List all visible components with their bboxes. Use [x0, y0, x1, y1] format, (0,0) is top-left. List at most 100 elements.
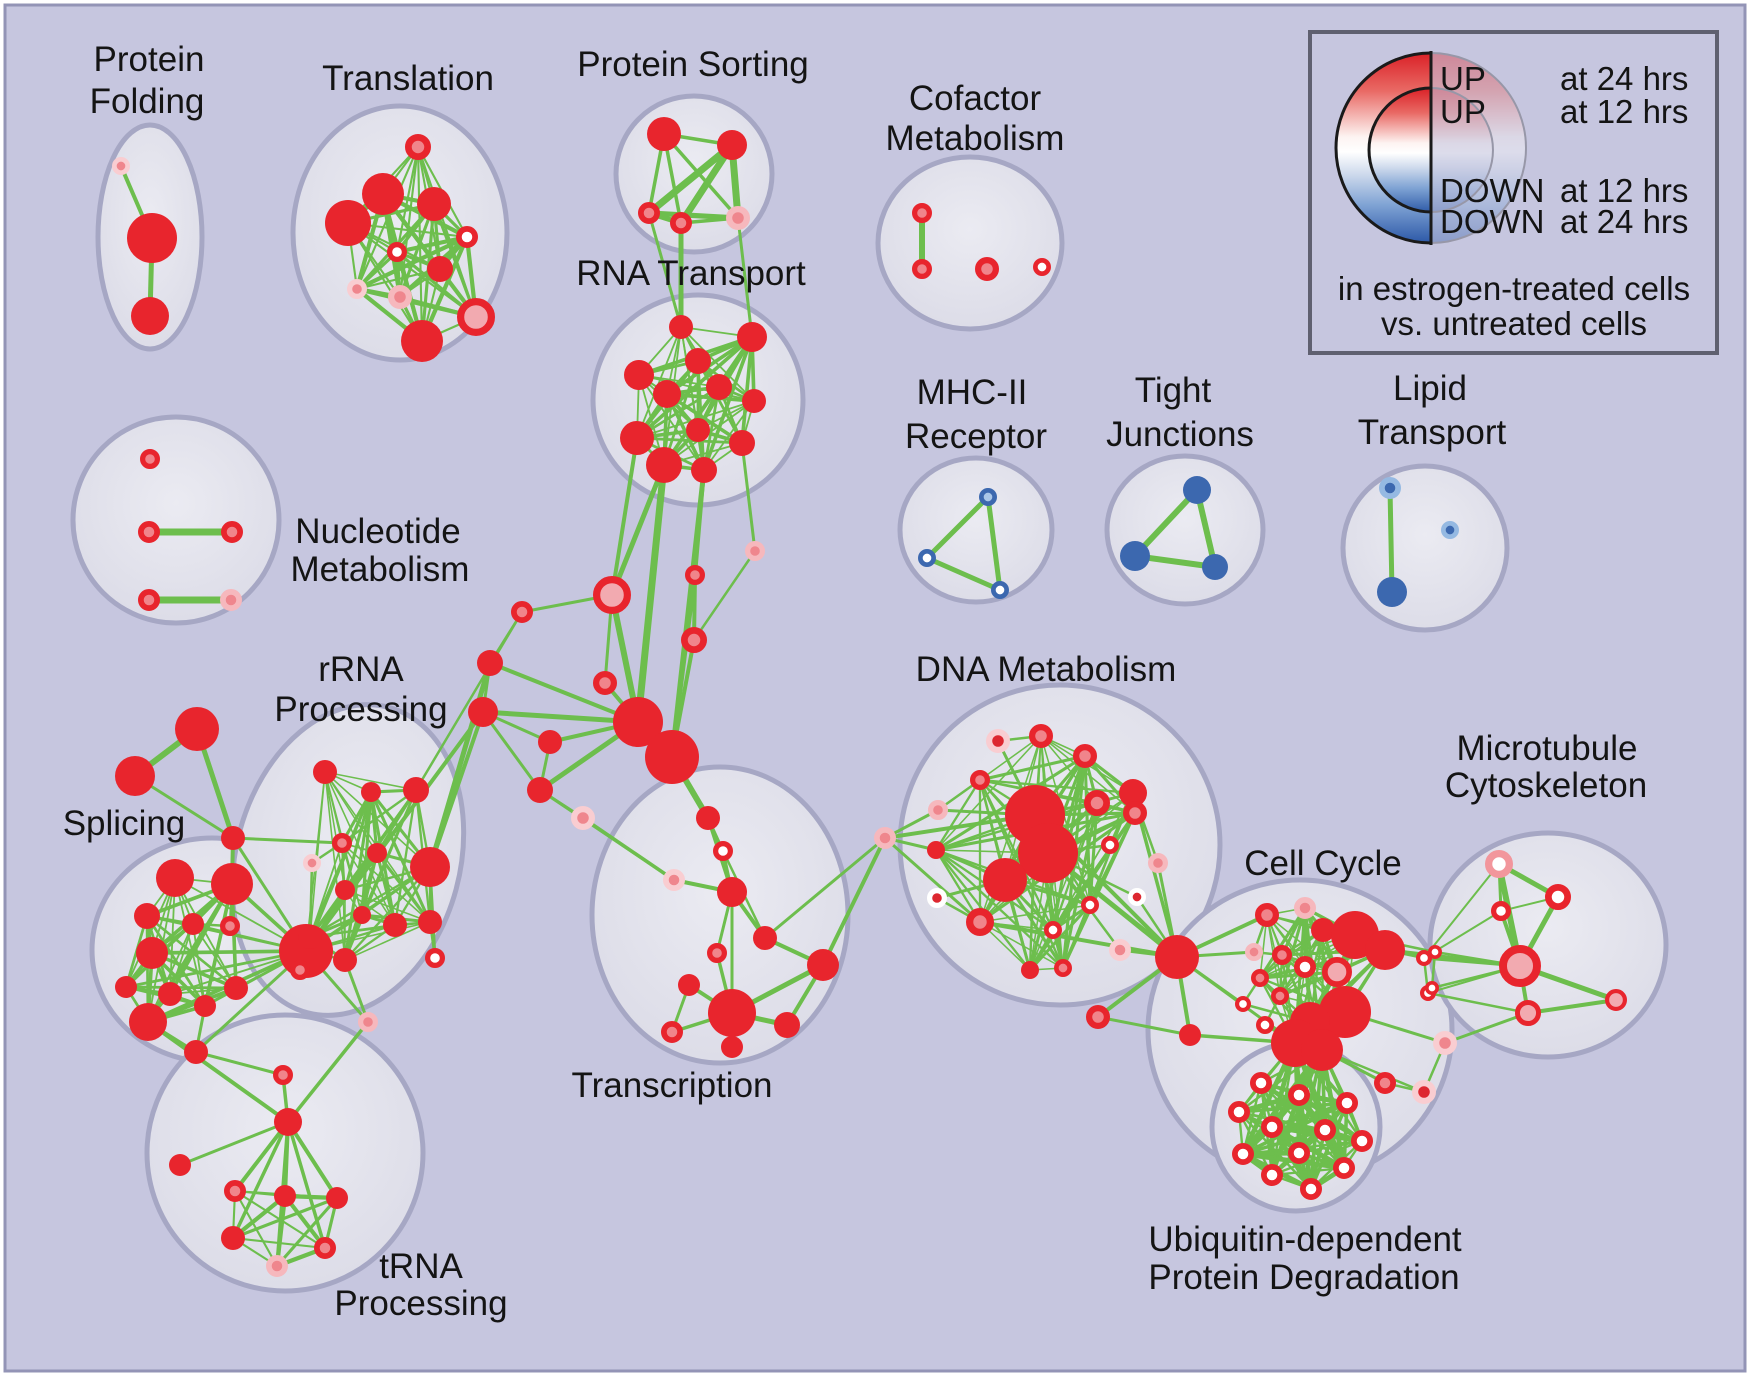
node-h2: [684, 564, 705, 585]
edge: [146, 1020, 290, 1124]
node-h6: [645, 730, 699, 784]
node-n4: [138, 588, 161, 611]
node-tr1: [224, 1179, 247, 1202]
legend-outer-left-arc: [1334, 51, 1432, 245]
label-mhc-1: MHC-II: [917, 373, 1028, 412]
node-sp2: [211, 863, 253, 905]
edge: [883, 836, 982, 924]
node-th: [274, 1108, 302, 1136]
cluster-bubble-microtubule-cytoskeleton: [1427, 830, 1669, 1060]
node-lt3: [1440, 521, 1459, 540]
node-sp4: [182, 913, 204, 935]
edge: [670, 573, 697, 759]
edge: [646, 210, 741, 221]
edge: [428, 710, 485, 869]
edge: [1132, 487, 1200, 559]
legend-caption-0: in estrogen-treated cells: [1338, 270, 1690, 307]
label-ubiquitin-1: Ubiquitin-dependent: [1148, 1220, 1462, 1259]
edge: [636, 326, 682, 439]
edge: [286, 1120, 339, 1200]
edge: [1258, 906, 1307, 980]
edge: [924, 494, 991, 561]
edge: [1309, 1048, 1324, 1191]
node-r5: [302, 854, 321, 873]
node-r6: [367, 843, 387, 863]
edge: [934, 778, 982, 852]
node-ub5: [1260, 1115, 1283, 1138]
node-d14: [1147, 852, 1168, 873]
edge: [979, 921, 1064, 969]
node-t8: [347, 279, 368, 300]
node-ub6: [1313, 1118, 1336, 1141]
label-protein-sorting: Protein Sorting: [577, 45, 809, 84]
node-m3: [991, 581, 1010, 600]
edge: [680, 326, 755, 402]
node-ub2: [1287, 1083, 1310, 1106]
label-rrna-1: rRNA: [318, 650, 404, 689]
node-ps3: [637, 202, 660, 225]
node-tx12: [660, 1020, 683, 1043]
node-n1: [140, 449, 161, 470]
node-tr2: [274, 1185, 296, 1207]
edge: [763, 836, 887, 940]
edge: [692, 549, 757, 642]
node-cc6: [1244, 943, 1263, 962]
node-cf4: [1032, 257, 1051, 276]
edge: [1443, 1011, 1530, 1045]
node-tx10: [774, 1012, 800, 1038]
edge: [344, 921, 431, 961]
cluster-bubble-lipid-transport: [1340, 463, 1510, 633]
node-ub4: [1227, 1100, 1250, 1123]
legend-inner-right-arc: [1430, 87, 1494, 213]
node-ub12: [1299, 1177, 1322, 1200]
edge: [1175, 955, 1297, 1045]
label-lipid-2: Transport: [1358, 413, 1507, 452]
node-cc19: [1415, 950, 1432, 967]
node-mt8: [1604, 989, 1627, 1012]
node-sx3: [221, 826, 245, 850]
edge: [178, 1120, 290, 1167]
node-rt9: [620, 421, 654, 455]
node-d30: [1155, 935, 1199, 979]
edge: [538, 788, 676, 882]
node-sp3: [134, 903, 160, 929]
edge: [978, 920, 1179, 959]
edge: [275, 1196, 339, 1268]
node-tx8: [807, 949, 839, 981]
node-cc3: [1311, 918, 1335, 942]
node-rt5: [653, 380, 681, 408]
node-cc8: [1293, 955, 1316, 978]
edge: [609, 462, 667, 598]
node-ps5: [725, 205, 750, 230]
node-rt10: [729, 430, 755, 456]
edge: [233, 1120, 290, 1193]
node-n2: [138, 520, 161, 543]
edge: [979, 904, 1091, 923]
legend-outer-right-arc: [1430, 52, 1527, 244]
edge: [231, 836, 344, 845]
edge: [231, 1196, 339, 1240]
node-r7: [410, 847, 450, 887]
cluster-bubble-mhc-ii-receptor: [897, 455, 1055, 605]
edge: [740, 335, 754, 445]
node-h5: [613, 697, 663, 747]
edge: [481, 710, 542, 792]
edge: [702, 385, 721, 472]
node-c2: [468, 697, 498, 727]
edge: [924, 555, 1003, 593]
node-t4: [325, 200, 371, 246]
node-r13: [333, 948, 357, 972]
label-trna-1: tRNA: [379, 1247, 463, 1286]
node-cc23: [1411, 1079, 1436, 1104]
edge: [324, 771, 346, 891]
edge: [1061, 801, 1099, 970]
label-dna: DNA Metabolism: [916, 650, 1177, 689]
node-cc10: [1250, 969, 1269, 988]
node-r4: [332, 832, 353, 853]
node-tx6: [706, 942, 727, 963]
edge: [169, 923, 194, 995]
edge: [414, 610, 524, 792]
node-rt2: [737, 322, 767, 352]
node-c1: [477, 650, 503, 676]
node-tx1: [696, 806, 720, 830]
